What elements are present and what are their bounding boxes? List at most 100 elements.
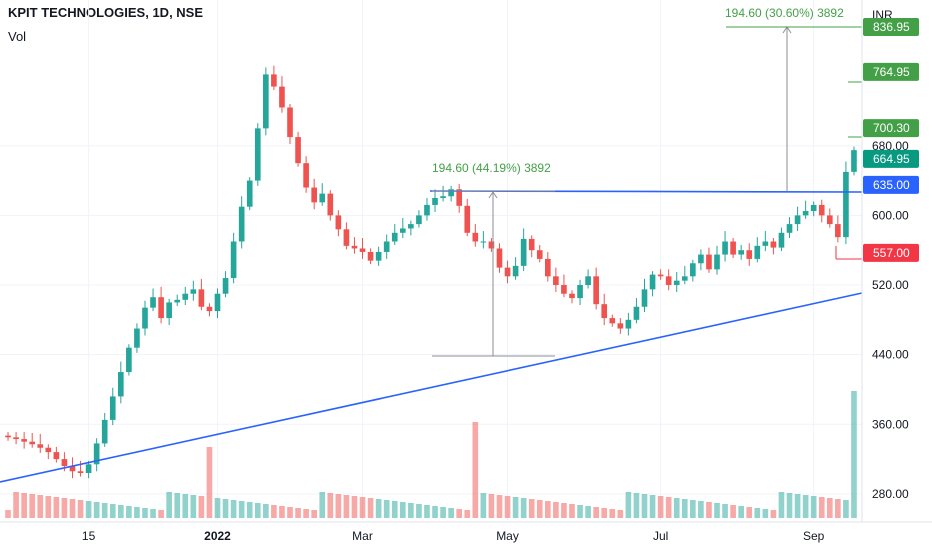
x-tick-label: 15 xyxy=(82,529,96,543)
candle-body xyxy=(432,197,438,205)
volume-bar xyxy=(222,499,229,518)
volume-bar xyxy=(408,503,414,518)
volume-bar xyxy=(722,504,728,518)
volume-bar xyxy=(311,510,317,518)
candle-body xyxy=(569,293,575,299)
volume-bar xyxy=(826,498,833,518)
volume-bar xyxy=(61,498,68,518)
volume-bar xyxy=(714,503,720,518)
time-axis[interactable]: 15 2022 Mar May Jul Sep xyxy=(82,529,825,543)
candle-body xyxy=(190,289,197,294)
price-tag xyxy=(863,119,919,138)
candle-body xyxy=(279,86,285,108)
volume-bar xyxy=(93,502,100,518)
candle-body xyxy=(762,241,769,246)
candle-body xyxy=(665,276,672,286)
candle-body xyxy=(818,204,825,216)
candle-body xyxy=(254,128,261,181)
volume-bar xyxy=(37,495,44,518)
candle-body xyxy=(198,289,205,307)
candle-body xyxy=(561,285,567,294)
volume-bar xyxy=(448,508,454,518)
volume-bar xyxy=(496,495,503,518)
price-tag xyxy=(863,175,919,194)
volume-bar xyxy=(536,500,543,518)
candle-body xyxy=(408,224,414,229)
candle-body xyxy=(118,372,124,397)
candle-body xyxy=(343,229,350,246)
price-axis[interactable]: 280.00 360.00 440.00 520.00 600.00 680.00 xyxy=(0,0,932,523)
volume-bar xyxy=(351,496,358,518)
price-tag-label: 764.95 xyxy=(873,65,910,79)
candle-body xyxy=(545,258,551,277)
volume-bar xyxy=(335,494,342,518)
candle-body xyxy=(681,276,688,281)
candle-body xyxy=(843,171,849,238)
volume-bar xyxy=(633,493,640,518)
volume-bar xyxy=(625,492,632,518)
candle-body xyxy=(85,464,92,474)
candle-body xyxy=(351,245,358,249)
volume-bar xyxy=(53,497,60,518)
price-tag-label: 557.00 xyxy=(873,246,910,260)
volume-bar xyxy=(45,496,52,518)
volume-bar xyxy=(198,496,205,518)
volume-bar xyxy=(391,501,398,518)
volume-bar xyxy=(13,492,19,518)
volume-bar xyxy=(585,506,591,518)
volume-bar xyxy=(287,507,293,518)
volume-bar xyxy=(754,508,761,518)
volume-bar xyxy=(214,498,221,518)
candle-body xyxy=(101,419,108,444)
volume-bar xyxy=(254,503,261,518)
candle-body xyxy=(45,447,52,453)
volume-bar xyxy=(134,507,140,518)
volume-bar xyxy=(657,496,664,518)
volume-bar xyxy=(545,501,551,518)
volume-bar xyxy=(818,497,825,518)
candle-body xyxy=(601,304,608,319)
candle-body xyxy=(448,189,454,197)
volume-bar xyxy=(271,505,277,518)
candle-body xyxy=(851,150,857,172)
measure-label-2: 194.60 (30.60%) 3892 xyxy=(725,6,844,20)
volume-bar xyxy=(609,509,616,518)
candle-body xyxy=(69,466,76,472)
volume-bar xyxy=(158,510,164,518)
candle-body xyxy=(424,204,430,216)
y-tick-label: 440.00 xyxy=(872,348,909,362)
volume-bar xyxy=(706,502,712,518)
candle-body xyxy=(480,241,487,243)
volume-bar xyxy=(569,504,575,518)
volume-bar xyxy=(480,493,487,518)
volume-bar xyxy=(512,497,519,518)
volume-bar xyxy=(190,495,197,518)
candle-body xyxy=(311,187,317,203)
volume-bar xyxy=(295,508,301,518)
y-tick-label: 360.00 xyxy=(872,417,909,431)
y-tick-label: 520.00 xyxy=(872,278,909,292)
volume-bar xyxy=(319,492,326,518)
volume-bar xyxy=(617,510,624,518)
volume-bar xyxy=(593,507,599,518)
volume-bar xyxy=(738,506,744,518)
volume-bar xyxy=(327,493,334,518)
candle-body xyxy=(488,241,495,249)
candle-body xyxy=(456,189,463,206)
volume-bar xyxy=(730,505,736,518)
drawings[interactable]: 194.60 (44.19%) 3892 194.60 (30.60%) 389… xyxy=(0,6,863,483)
candle-body xyxy=(738,250,744,255)
volume-bar xyxy=(142,508,148,518)
volume-bar xyxy=(399,502,406,518)
candle-body xyxy=(37,444,44,448)
candles[interactable] xyxy=(5,65,857,479)
candle-body xyxy=(520,238,527,266)
volume-bar xyxy=(528,499,535,518)
candle-body xyxy=(158,297,164,319)
support-trendline[interactable] xyxy=(0,292,863,483)
candle-body xyxy=(512,265,519,277)
price-tag-label: 635.00 xyxy=(873,178,910,192)
price-tag-label: 700.30 xyxy=(873,121,910,135)
volume-bar xyxy=(778,492,785,518)
